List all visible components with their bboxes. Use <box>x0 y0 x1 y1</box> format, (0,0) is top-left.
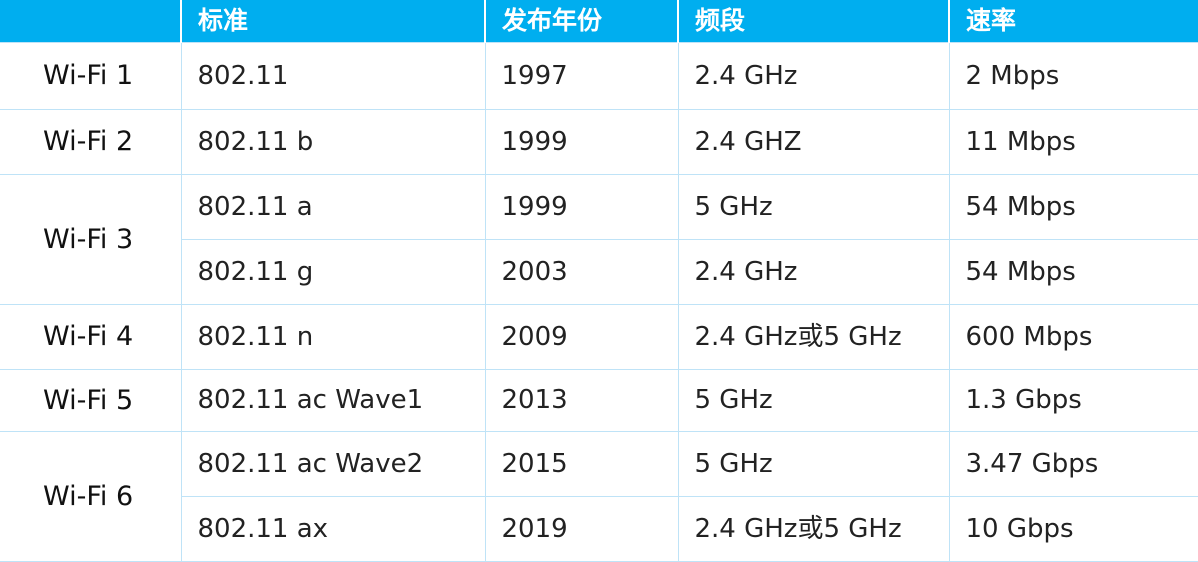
header-rate: 速率 <box>948 0 1198 42</box>
generation-cell: Wi-Fi 6 <box>0 430 182 562</box>
header-row: 标准 发布年份 频段 速率 <box>0 0 1198 42</box>
generation-cell: Wi-Fi 5 <box>0 368 182 432</box>
table-row: 802.11 ax 2019 2.4 GHz或5 GHz 10 Gbps <box>0 495 1198 562</box>
standard-cell: 802.11 a <box>180 173 486 240</box>
table-row: Wi-Fi 6 802.11 ac Wave2 2015 5 GHz 3.47 … <box>0 430 1198 562</box>
generation-cell: Wi-Fi 3 <box>0 173 182 305</box>
band-cell: 2.4 GHz <box>677 238 950 305</box>
header-release-year: 发布年份 <box>484 0 679 42</box>
table-header: 标准 发布年份 频段 速率 <box>0 0 1198 42</box>
table-row: Wi-Fi 4 802.11 n 2009 2.4 GHz或5 GHz 600 … <box>0 303 1198 370</box>
year-cell: 2013 <box>484 368 679 432</box>
year-cell: 2009 <box>484 303 679 370</box>
band-cell: 5 GHz <box>677 430 950 497</box>
standard-cell: 802.11 ac Wave2 <box>180 430 486 497</box>
band-cell: 5 GHz <box>677 368 950 432</box>
band-cell: 2.4 GHz或5 GHz <box>677 495 950 562</box>
year-cell: 1999 <box>484 108 679 175</box>
year-cell: 1999 <box>484 173 679 240</box>
year-cell: 2019 <box>484 495 679 562</box>
band-cell: 2.4 GHz或5 GHz <box>677 303 950 370</box>
standard-cell: 802.11 n <box>180 303 486 370</box>
band-cell: 2.4 GHZ <box>677 108 950 175</box>
rate-cell: 11 Mbps <box>948 108 1198 175</box>
year-cell: 2003 <box>484 238 679 305</box>
standard-cell: 802.11 b <box>180 108 486 175</box>
rate-cell: 3.47 Gbps <box>948 430 1198 497</box>
standard-cell: 802.11 g <box>181 238 486 305</box>
table-row: Wi-Fi 2 802.11 b 1999 2.4 GHZ 11 Mbps <box>0 108 1198 175</box>
band-cell: 2.4 GHz <box>677 41 950 110</box>
generation-cell: Wi-Fi 2 <box>0 108 182 175</box>
standard-cell: 802.11 <box>180 41 486 110</box>
rate-cell: 54 Mbps <box>948 238 1198 305</box>
table-row: Wi-Fi 1 802.11 1997 2.4 GHz 2 Mbps <box>0 41 1198 110</box>
rate-cell: 10 Gbps <box>948 495 1198 562</box>
rate-cell: 600 Mbps <box>948 303 1198 370</box>
table-body: Wi-Fi 1 802.11 1997 2.4 GHz 2 Mbps Wi-Fi… <box>0 41 1198 562</box>
rate-cell: 54 Mbps <box>948 173 1198 240</box>
header-standard: 标准 <box>180 0 486 42</box>
table-row: 802.11 g 2003 2.4 GHz 54 Mbps <box>0 238 1198 305</box>
standard-cell: 802.11 ax <box>181 495 486 562</box>
table-row: Wi-Fi 5 802.11 ac Wave1 2013 5 GHz 1.3 G… <box>0 368 1198 432</box>
standard-cell: 802.11 ac Wave1 <box>180 368 486 432</box>
year-cell: 1997 <box>484 41 679 110</box>
year-cell: 2015 <box>484 430 679 497</box>
header-generation <box>0 0 182 42</box>
header-frequency-band: 频段 <box>677 0 950 42</box>
band-cell: 5 GHz <box>677 173 950 240</box>
generation-cell: Wi-Fi 4 <box>0 303 182 370</box>
table-row: Wi-Fi 3 802.11 a 1999 5 GHz 54 Mbps <box>0 173 1198 305</box>
rate-cell: 1.3 Gbps <box>948 368 1198 432</box>
generation-cell: Wi-Fi 1 <box>0 41 182 110</box>
rate-cell: 2 Mbps <box>948 41 1198 110</box>
